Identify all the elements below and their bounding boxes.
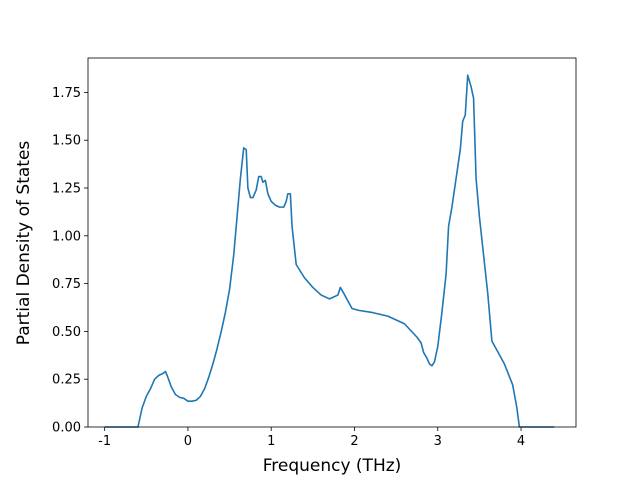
- line-series: [104, 74, 555, 428]
- x-tick-label: 0: [184, 434, 192, 449]
- x-tick-label: 1: [267, 434, 275, 449]
- y-axis-label: Partial Density of States: [14, 141, 34, 346]
- y-tick-label: 1.75: [52, 86, 81, 101]
- x-tick-label: 3: [434, 434, 442, 449]
- y-tick-label: 0.75: [52, 277, 81, 292]
- y-tick-label: 0.00: [52, 421, 81, 436]
- y-tick-label: 0.25: [52, 373, 81, 388]
- y-tick-label: 1.25: [52, 182, 81, 197]
- plot-frame: [87, 57, 577, 428]
- x-tick-label: -1: [98, 434, 111, 449]
- x-axis-label: Frequency (THz): [263, 456, 402, 476]
- y-tick-label: 0.50: [52, 325, 81, 340]
- y-tick-label: 1.50: [52, 134, 81, 149]
- x-tick-label: 4: [517, 434, 525, 449]
- x-tick-label: 2: [350, 434, 358, 449]
- y-tick-label: 1.00: [52, 229, 81, 244]
